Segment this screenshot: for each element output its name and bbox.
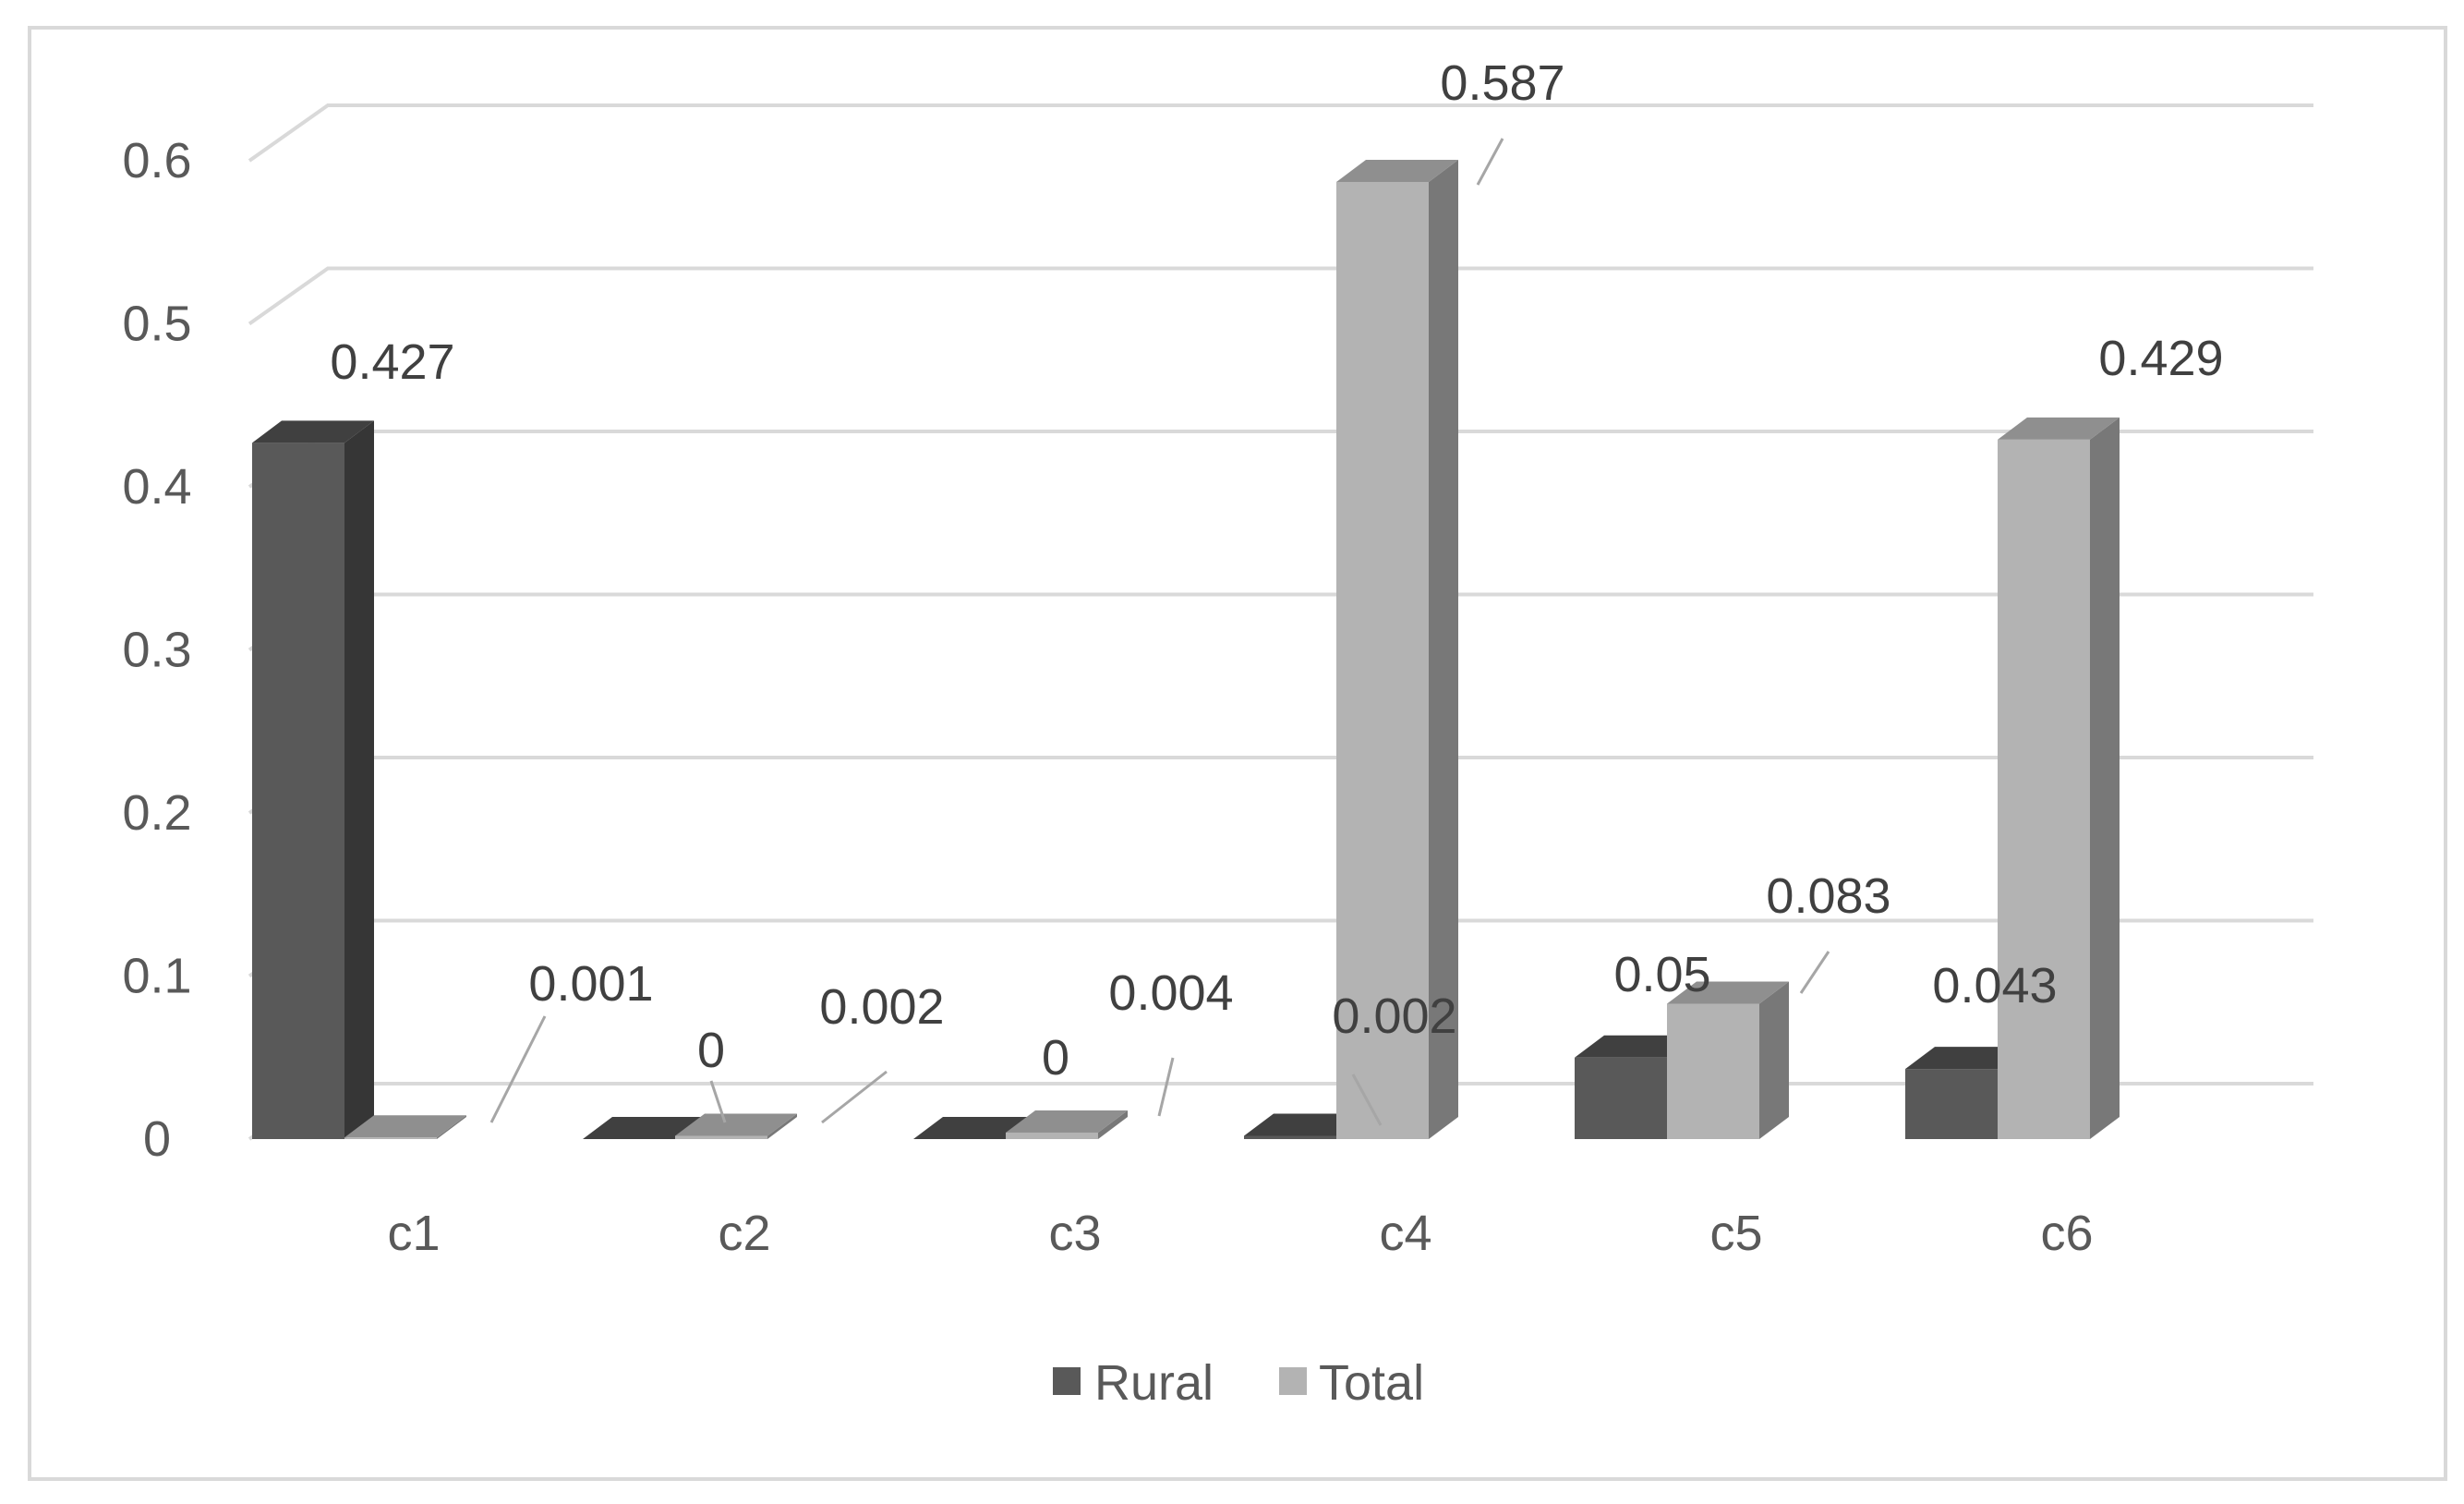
leader-line <box>1351 1073 1383 1126</box>
data-labels: 0.427 0.001 0.002 0 0.004 0.002 0.587 0.05 0.083… <box>330 55 2223 1086</box>
category-label-c3: c3 <box>1048 1206 1101 1261</box>
bar-top-face <box>583 1117 705 1139</box>
bar-top-face <box>1998 417 2120 440</box>
leader-line <box>1476 138 1504 186</box>
y-axis-tick-labels: 0 0.1 0.2 0.3 0.4 0.5 0.6 <box>122 133 191 1167</box>
bar-total-c6 <box>1998 417 2120 1139</box>
bar-top-face <box>1905 1047 2027 1070</box>
bar-top-face <box>913 1117 1035 1139</box>
data-label-total-c1: 0.001 <box>528 956 653 1012</box>
bar-front-face <box>344 1137 437 1139</box>
bar-top-face <box>1336 159 1458 182</box>
category-label-c4: c4 <box>1379 1206 1431 1261</box>
legend-label-rural: Rural <box>1094 1355 1214 1411</box>
bar-front-face <box>1006 1132 1098 1139</box>
data-label-total-c4: 0.587 <box>1440 55 1564 111</box>
bar-front-face <box>1336 181 1429 1139</box>
bar-top-face <box>1244 1113 1366 1136</box>
bar-front-face <box>675 1135 767 1139</box>
bar-side-face <box>1429 159 1458 1139</box>
data-label-rural-c5: 0.05 <box>1613 947 1710 1002</box>
data-label-rural-c4: 0.002 <box>1332 989 1456 1044</box>
legend-label-total: Total <box>1319 1355 1424 1411</box>
bar-total-c1 <box>344 1115 466 1139</box>
category-label-c6: c6 <box>2040 1206 2093 1261</box>
bar-side-face <box>1098 1110 1128 1139</box>
bar-side-face <box>767 1113 797 1139</box>
legend-swatch-total <box>1279 1367 1307 1395</box>
bar-rural-c2 <box>583 1117 705 1139</box>
data-label-rural-c1: 0.427 <box>330 334 454 390</box>
category-label-c2: c2 <box>718 1206 770 1261</box>
bar-rural-c1 <box>252 420 374 1140</box>
y-tick-label: 0.2 <box>122 785 191 841</box>
bar-total-c3 <box>1006 1110 1128 1139</box>
data-label-total-c6: 0.429 <box>2098 331 2223 386</box>
category-label-c5: c5 <box>1709 1206 1762 1261</box>
bar-front-face <box>1667 1003 1759 1139</box>
bar-front-face <box>1905 1069 1998 1139</box>
bar-rural-c3 <box>913 1117 1035 1139</box>
leader-line <box>489 1015 547 1123</box>
bar-top-face <box>1575 1035 1697 1058</box>
leader-line <box>1799 951 1830 994</box>
bar-front-face <box>1575 1057 1667 1139</box>
y-tick-label: 0.3 <box>122 623 191 678</box>
data-label-rural-c3: 0 <box>1042 1030 1069 1086</box>
bar-side-face <box>437 1115 466 1139</box>
legend-swatch-rural <box>1053 1367 1081 1395</box>
bar-total-c4 <box>1336 159 1458 1139</box>
y-tick-label: 0.4 <box>122 459 191 515</box>
data-label-total-c5: 0.083 <box>1766 868 1890 924</box>
bar-top-face <box>252 420 374 443</box>
gridline <box>248 266 2313 326</box>
data-label-rural-c6: 0.043 <box>1932 958 2057 1013</box>
bar-front-face <box>252 443 344 1140</box>
data-label-total-c3: 0.004 <box>1108 965 1233 1021</box>
leader-line <box>821 1070 888 1124</box>
leader-line <box>709 1080 727 1123</box>
y-tick-label: 0.1 <box>122 949 191 1004</box>
y-tick-label: 0.5 <box>122 297 191 352</box>
leader-line <box>1157 1057 1175 1117</box>
bar-top-face <box>1006 1110 1128 1133</box>
legend: Rural Total <box>1053 1355 1424 1411</box>
x-axis-category-labels: c1 c2 c3 c4 c5 c6 <box>387 1206 2093 1261</box>
bar-side-face <box>1759 981 1789 1139</box>
bar-top-face <box>1667 981 1789 1004</box>
bar-top-face <box>344 1115 466 1138</box>
bar-top-face <box>675 1113 797 1136</box>
bar-front-face <box>1244 1135 1336 1139</box>
gridline <box>248 103 2313 163</box>
bar-total-c5 <box>1667 981 1789 1139</box>
data-label-rural-c2: 0 <box>697 1023 725 1078</box>
y-tick-label: 0.6 <box>122 133 191 188</box>
bar-side-face <box>2090 417 2120 1139</box>
data-label-total-c2: 0.002 <box>819 979 944 1035</box>
bars <box>252 159 2120 1140</box>
leader-lines <box>489 138 1830 1126</box>
bar-side-face <box>344 420 374 1140</box>
bar-total-c2 <box>675 1113 797 1139</box>
y-tick-label: 0 <box>143 1111 171 1167</box>
bar-front-face <box>1998 439 2090 1139</box>
category-label-c1: c1 <box>387 1206 440 1261</box>
